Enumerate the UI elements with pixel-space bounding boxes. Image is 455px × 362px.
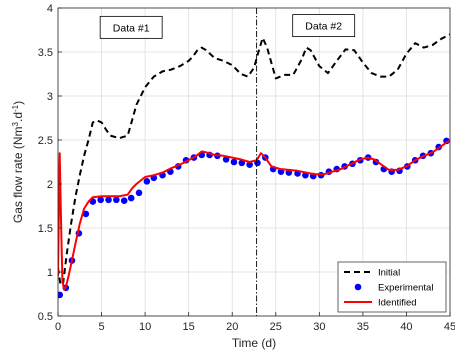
- tick-layer: 0 5 10 15 20 25 30 35 40 45 0.5 1 1.5 2 2.5 3 3.5 4: [38, 3, 455, 333]
- experimental-point: [222, 156, 230, 163]
- experimental-point: [82, 210, 90, 218]
- experimental-point: [143, 178, 151, 185]
- initial-line: [58, 33, 450, 287]
- y-tick-label: 4: [47, 3, 53, 15]
- x-tick-label: 20: [226, 321, 238, 333]
- plot-area: [58, 33, 450, 299]
- experimental-point: [120, 197, 128, 205]
- plot-frame: [57, 7, 451, 317]
- experimental-point: [230, 158, 238, 166]
- y-axis-label-end: ): [11, 101, 25, 105]
- y-tick-label: 0.5: [38, 311, 53, 323]
- legend-label: Initial: [378, 268, 400, 279]
- x-tick-label: 0: [55, 321, 61, 333]
- y-tick-label: 3.5: [38, 47, 53, 59]
- y-tick-label: 3: [47, 91, 53, 103]
- y-axis-label: Gas flow rate (Nm3.d-1): [11, 101, 26, 223]
- y-tick-label: 1.5: [38, 223, 53, 235]
- y-axis-label-main: Gas flow rate (Nm: [11, 126, 25, 223]
- experimental-point: [58, 291, 64, 299]
- x-tick-label: 10: [139, 321, 151, 333]
- legend: Initial Experimental Identified: [337, 261, 447, 313]
- x-tick-label: 40: [400, 321, 412, 333]
- legend-label: Identified: [378, 298, 417, 309]
- y-tick-label: 2: [47, 179, 53, 191]
- experimental-point: [113, 196, 120, 204]
- annotation-box: [99, 15, 163, 39]
- annotation-label: Data #1: [113, 22, 150, 34]
- x-tick-label: 25: [270, 321, 282, 333]
- experimental-point: [135, 189, 143, 197]
- experimental-point: [238, 159, 246, 167]
- y-tick-label: 1: [47, 267, 53, 279]
- identified-line: [58, 139, 450, 291]
- annotation-label: Data #2: [305, 21, 342, 33]
- x-tick-label: 35: [357, 321, 369, 333]
- x-axis-label: Time (d): [232, 336, 276, 350]
- x-tick-label: 15: [183, 321, 195, 333]
- legend-marker-experimental: [354, 283, 362, 291]
- experimental-point: [97, 196, 104, 204]
- x-tick-label: 45: [444, 321, 455, 333]
- legend-label: Experimental: [378, 283, 433, 294]
- x-tick-label: 30: [313, 321, 325, 333]
- experimental-point: [246, 161, 253, 168]
- series-layer: [58, 33, 450, 299]
- y-axis-label-mid: .d: [11, 112, 25, 122]
- y-axis-label-sup1: 3: [11, 121, 20, 126]
- experimental-point: [127, 194, 135, 202]
- x-tick-label: 5: [98, 321, 104, 333]
- y-tick-label: 2.5: [38, 135, 53, 147]
- annotation-box: [292, 14, 356, 38]
- experimental-point: [105, 196, 112, 204]
- annotation-layer: Data #1 Data #2: [99, 8, 356, 316]
- y-axis-label-sup2: -1: [11, 104, 20, 112]
